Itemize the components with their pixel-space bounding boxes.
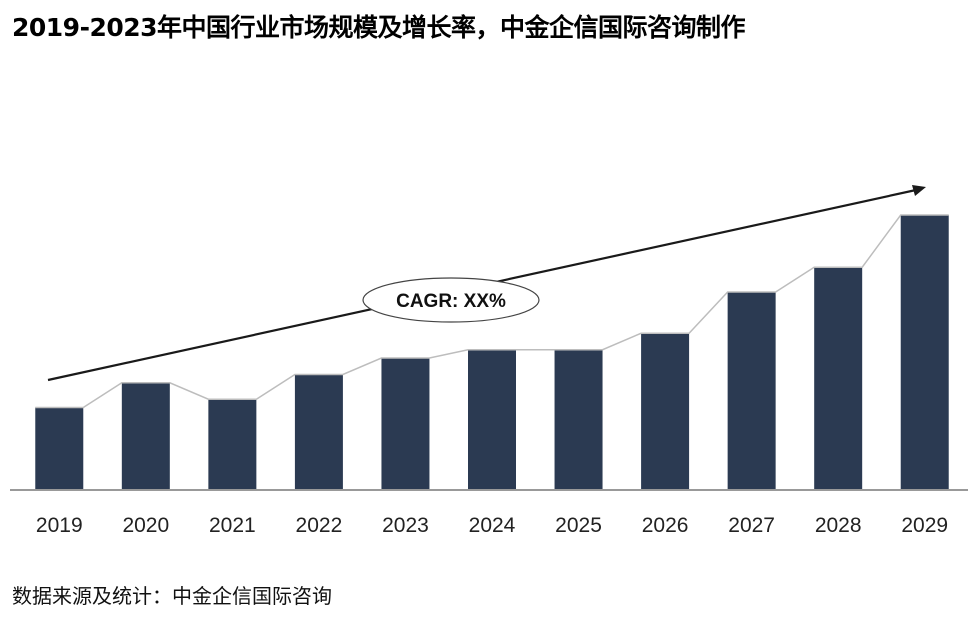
bar-connector-line bbox=[35, 214, 949, 409]
bar-2025 bbox=[554, 349, 603, 490]
x-tick-labels: 2019 2020 2021 2022 2023 2024 2025 2026 2027 2028… bbox=[36, 514, 948, 537]
x-tick-2022: 2022 bbox=[296, 514, 343, 537]
x-tick-2020: 2020 bbox=[122, 514, 169, 537]
x-tick-2026: 2026 bbox=[642, 514, 689, 537]
cagr-label: CAGR: XX% bbox=[396, 291, 506, 312]
trend-arrow-head bbox=[912, 185, 926, 196]
bar-2021 bbox=[208, 399, 257, 490]
x-tick-2025: 2025 bbox=[555, 514, 602, 537]
x-tick-2027: 2027 bbox=[728, 514, 775, 537]
bar-2026 bbox=[641, 333, 690, 490]
x-tick-2028: 2028 bbox=[815, 514, 862, 537]
x-tick-2024: 2024 bbox=[469, 514, 516, 537]
bar-2028 bbox=[814, 267, 863, 490]
x-tick-2023: 2023 bbox=[382, 514, 429, 537]
bar-2023 bbox=[381, 358, 430, 490]
chart-title: 2019-2023年中国行业市场规模及增长率，中金企信国际咨询制作 bbox=[12, 13, 746, 42]
bar-2027 bbox=[727, 292, 776, 490]
cagr-callout bbox=[362, 277, 540, 323]
bars-group bbox=[35, 215, 949, 490]
bar-2029 bbox=[900, 215, 949, 490]
source-note: 数据来源及统计：中金企信国际咨询 bbox=[12, 584, 332, 608]
x-tick-2029: 2029 bbox=[901, 514, 948, 537]
bar-2024 bbox=[468, 349, 516, 490]
bar-2020 bbox=[121, 382, 170, 490]
bar-2019 bbox=[35, 407, 84, 490]
x-tick-2021: 2021 bbox=[209, 514, 256, 537]
bar-2022 bbox=[294, 374, 343, 490]
x-tick-2019: 2019 bbox=[36, 514, 83, 537]
